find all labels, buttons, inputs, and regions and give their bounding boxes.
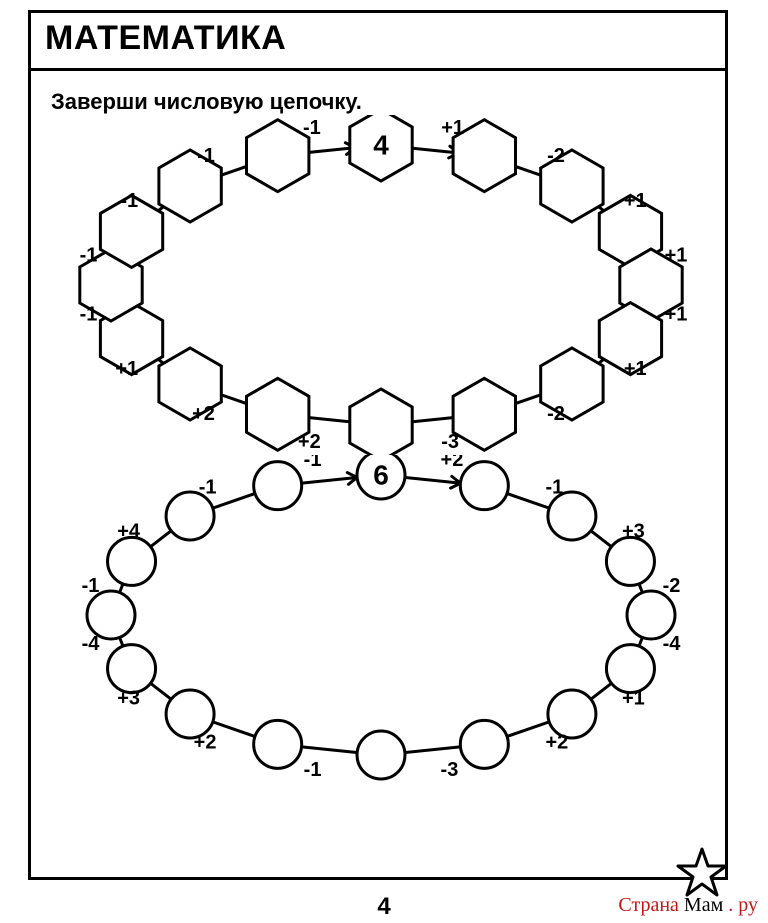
hexagon-chain-svg: 4 +1 -2 +1 +1 +1 +1 -2 -3 +2 +2 +1 -1 -1 -1 -1 -1 xyxy=(31,115,731,455)
chain-op-label: +1 xyxy=(624,190,647,212)
chain-op-label: -1 xyxy=(82,575,100,597)
chain-op-label: -1 xyxy=(80,303,98,325)
chain-node xyxy=(247,120,309,192)
chain-node xyxy=(254,462,302,510)
worksheet-frame: МАТЕМАТИКА Заверши числовую цепочку. 4 +1… xyxy=(28,10,728,880)
chain-node xyxy=(606,537,654,585)
chain-op-label: +3 xyxy=(117,687,140,709)
chain-node xyxy=(357,731,405,779)
chain-op-label: -1 xyxy=(80,245,98,267)
chain-op-label: -2 xyxy=(547,145,565,167)
page-title: МАТЕМАТИКА xyxy=(45,19,711,58)
chain-start-value: 4 xyxy=(373,130,389,161)
watermark-part-1: Страна xyxy=(618,894,679,916)
hexagon-chain: 4 +1 -2 +1 +1 +1 +1 -2 -3 +2 +2 +1 -1 -1 -1 -1 -1 xyxy=(31,115,725,455)
chain-op-label: +1 xyxy=(624,358,647,380)
source-watermark: Страна Мам . ру xyxy=(618,894,758,917)
chain-node xyxy=(108,645,156,693)
chain-op-label: +2 xyxy=(298,431,321,453)
watermark-part-4: ру xyxy=(733,894,758,916)
star-icon xyxy=(676,847,728,899)
chain-op-label: +1 xyxy=(622,687,645,709)
chain-node xyxy=(350,389,412,455)
watermark-part-2: Мам xyxy=(679,894,728,916)
chain-node xyxy=(606,645,654,693)
chain-start-value: 6 xyxy=(373,460,389,491)
chain-node xyxy=(254,720,302,768)
chain-op-label: -3 xyxy=(441,759,459,781)
worksheet-page: МАТЕМАТИКА Заверши числовую цепочку. 4 +1… xyxy=(0,0,768,923)
chain-op-label: -1 xyxy=(304,455,322,471)
chain-op-label: -1 xyxy=(304,759,322,781)
chain-op-label: -1 xyxy=(303,117,321,139)
instruction-text: Заверши числовую цепочку. xyxy=(31,71,725,115)
chain-node xyxy=(460,462,508,510)
chain-op-label: -1 xyxy=(120,190,138,212)
circle-chain: 6 +2 -1 +3 -2 -4 +1 +2 -3 -1 +2 +3 -4 -1 +4 -1 -1 xyxy=(31,455,725,785)
chain-op-label: +4 xyxy=(117,521,141,543)
circle-chain-svg: 6 +2 -1 +3 -2 -4 +1 +2 -3 -1 +2 +3 -4 -1 +4 -1 -1 xyxy=(31,455,731,785)
chain-op-label: +1 xyxy=(115,358,138,380)
chain-op-label: -4 xyxy=(663,633,682,655)
chain-node xyxy=(627,591,675,639)
chain-op-label: -1 xyxy=(546,476,564,498)
chain-op-label: +1 xyxy=(665,245,688,267)
chain-op-label: +1 xyxy=(665,303,688,325)
chain-op-label: -1 xyxy=(199,476,217,498)
chain-op-label: -4 xyxy=(82,633,101,655)
chain-node xyxy=(460,720,508,768)
chain-op-label: +2 xyxy=(192,403,215,425)
chain-op-label: -2 xyxy=(663,575,681,597)
chain-node xyxy=(548,492,596,540)
chain-op-label: +2 xyxy=(194,732,217,754)
chain-node xyxy=(453,378,515,450)
chain-op-label: +3 xyxy=(622,521,645,543)
chain-node xyxy=(166,492,214,540)
title-bar: МАТЕМАТИКА xyxy=(31,13,725,71)
chain-op-label: +2 xyxy=(546,732,569,754)
chain-op-label: +1 xyxy=(441,117,464,139)
chain-node xyxy=(108,537,156,585)
chain-node xyxy=(87,591,135,639)
chain-op-label: -2 xyxy=(547,403,565,425)
chain-op-label: +2 xyxy=(441,455,464,471)
chain-op-label: -3 xyxy=(441,431,459,453)
chain-op-label: -1 xyxy=(197,145,215,167)
